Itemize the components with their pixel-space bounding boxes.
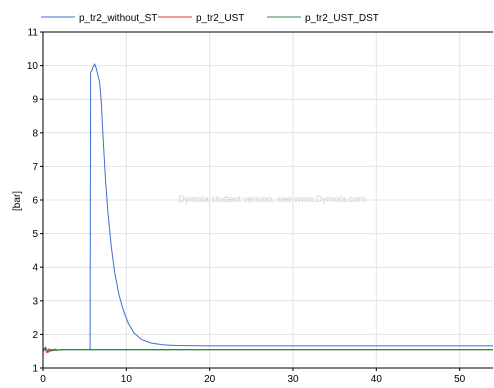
- series-line-3: [42, 348, 493, 353]
- legend-label-1: p_tr2_without_ST: [79, 13, 157, 24]
- y-tick-label: 2: [32, 330, 38, 341]
- x-tick-label: 10: [121, 374, 133, 385]
- x-tick-label: 40: [371, 374, 383, 385]
- y-tick-label: 5: [32, 229, 38, 240]
- watermark-text: Dymola student version, see www.Dymola.c…: [178, 194, 366, 204]
- chart-grid: [42, 31, 493, 369]
- x-tick-label: 20: [204, 374, 216, 385]
- y-axis-label: [bar]: [12, 191, 23, 211]
- y-tick-label: 3: [32, 296, 38, 307]
- x-tick-label: 0: [40, 374, 46, 385]
- legend-label-3: p_tr2_UST_DST: [305, 13, 379, 24]
- x-tick-label: 50: [454, 374, 466, 385]
- y-tick-label: 4: [32, 263, 38, 274]
- series-line-1: [42, 63, 493, 353]
- y-tick-label: 10: [27, 61, 39, 72]
- y-tick-label: 7: [32, 162, 38, 173]
- y-tick-label: 6: [32, 196, 38, 207]
- chart-ticks: 0 10 20 30 40 50 1 2 3 4 5 6 7 8 9 10 11: [27, 28, 466, 386]
- chart-legend: p_tr2_without_ST p_tr2_UST p_tr2_UST_DST: [41, 13, 379, 24]
- y-tick-label: 8: [32, 128, 38, 139]
- x-tick-label: 30: [287, 374, 299, 385]
- chart-series: [42, 63, 493, 354]
- y-tick-label: 9: [32, 95, 38, 106]
- y-tick-label: 1: [32, 364, 38, 375]
- y-tick-label: 11: [28, 28, 39, 39]
- legend-label-2: p_tr2_UST: [196, 13, 244, 24]
